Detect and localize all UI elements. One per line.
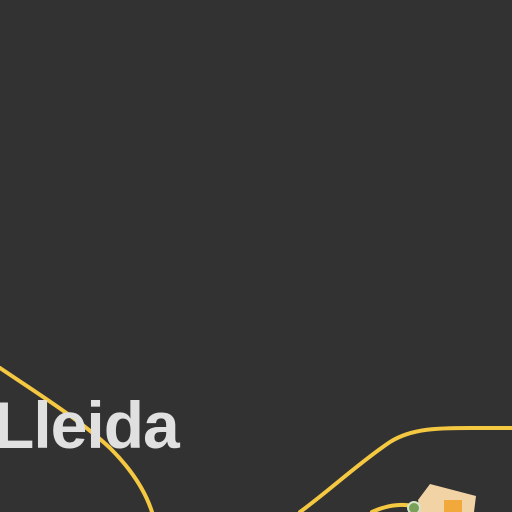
park-icon[interactable]	[407, 501, 421, 512]
road-bottom-loop	[370, 502, 414, 512]
building-block	[418, 484, 476, 512]
building-marker	[444, 500, 462, 512]
city-label: Lleida	[0, 388, 180, 462]
park-icon-circle	[407, 501, 421, 512]
road-west-curve	[0, 366, 154, 512]
road-east-arc	[298, 426, 512, 512]
